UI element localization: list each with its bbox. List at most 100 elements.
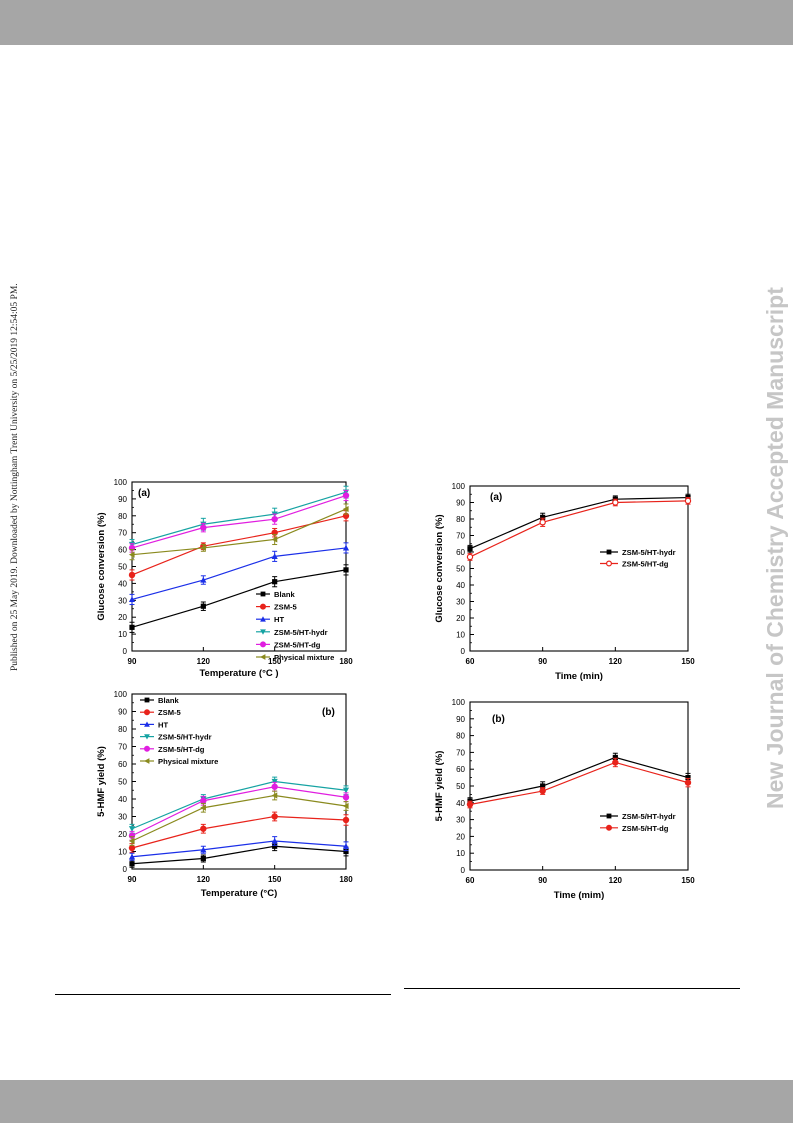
panel-label: (a) xyxy=(490,492,502,503)
legend-marker xyxy=(606,560,613,567)
top-header-band xyxy=(0,0,793,45)
series-line xyxy=(469,761,689,806)
x-tick-label: 180 xyxy=(339,657,353,666)
data-point xyxy=(539,787,546,795)
x-tick-label: 90 xyxy=(538,657,547,666)
legend-label: ZSM-5/HT-dg xyxy=(158,745,205,754)
legend-label: HT xyxy=(158,720,168,729)
data-point xyxy=(200,797,207,804)
series-zsm-5-ht-hydr xyxy=(128,776,350,834)
x-tick-label: 60 xyxy=(466,876,475,885)
legend-marker xyxy=(260,654,266,660)
series-line xyxy=(131,547,347,601)
x-tick-label: 60 xyxy=(466,657,475,666)
y-axis-title: Glucose conversion (%) xyxy=(96,512,107,620)
y-tick-label: 40 xyxy=(118,579,127,588)
x-tick-label: 120 xyxy=(197,875,211,884)
data-point xyxy=(271,553,278,559)
data-point xyxy=(343,567,349,573)
legend-label: ZSM-5/HT-hydr xyxy=(158,733,212,742)
data-point xyxy=(200,825,207,832)
data-point xyxy=(342,505,349,513)
legend-marker xyxy=(144,721,150,727)
series-line xyxy=(131,845,347,865)
series-ht xyxy=(128,542,350,606)
series-line xyxy=(131,786,347,837)
panel-label: (b) xyxy=(492,714,505,725)
legend-marker xyxy=(260,591,266,597)
y-tick-label: 100 xyxy=(452,698,466,707)
y-tick-label: 20 xyxy=(118,830,127,839)
x-axis-title: Time (mim) xyxy=(554,890,605,901)
data-point xyxy=(342,787,350,794)
data-point xyxy=(342,802,349,810)
chart-glucose-conversion-vs-time: 0 10 20 30 40 50 60 70 80 90 100 60 90 120 150 Time (mi… xyxy=(434,482,695,682)
y-tick-label: 90 xyxy=(118,708,127,717)
y-tick-label: 80 xyxy=(456,515,465,524)
x-tick-label: 90 xyxy=(128,875,137,884)
panel-label: (b) xyxy=(322,707,335,718)
y-tick-label: 50 xyxy=(118,563,127,572)
data-point xyxy=(272,579,278,585)
y-tick-label: 60 xyxy=(118,760,127,769)
series-zsm-5 xyxy=(128,510,350,581)
y-tick-label: 80 xyxy=(456,732,465,741)
legend-label: ZSM-5/HT-hydr xyxy=(622,812,676,821)
y-tick-label: 10 xyxy=(456,849,465,858)
legend-label: ZSM-5 xyxy=(158,708,182,717)
y-axis-title: Glucose conversion (%) xyxy=(434,514,445,622)
legend-marker xyxy=(144,697,150,703)
y-tick-label: 30 xyxy=(118,596,127,605)
series-zsm-5-ht-dg xyxy=(466,497,692,561)
legend-marker xyxy=(144,758,150,764)
data-point xyxy=(539,519,546,526)
data-point xyxy=(200,846,207,853)
x-tick-label: 120 xyxy=(609,657,623,666)
data-point xyxy=(684,497,692,505)
y-tick-label: 100 xyxy=(452,482,466,491)
y-tick-label: 40 xyxy=(456,799,465,808)
series-blank xyxy=(129,564,349,633)
data-point xyxy=(342,544,350,551)
series-line xyxy=(469,500,689,558)
y-tick-label: 70 xyxy=(118,529,127,538)
data-point xyxy=(271,813,278,820)
data-point xyxy=(200,544,206,552)
y-tick-label: 50 xyxy=(118,778,127,787)
y-tick-label: 90 xyxy=(118,495,127,504)
data-point xyxy=(129,624,135,630)
data-point xyxy=(466,801,474,808)
plot-frame xyxy=(469,701,689,871)
y-tick-label: 30 xyxy=(118,813,127,822)
data-point xyxy=(128,596,136,603)
data-point xyxy=(128,837,135,845)
journal-watermark: New Journal of Chemistry Accepted Manusc… xyxy=(762,287,788,809)
plot-frame xyxy=(469,485,689,652)
data-point xyxy=(271,515,278,523)
series-line xyxy=(469,756,689,802)
series-line xyxy=(131,494,347,549)
y-tick-label: 80 xyxy=(118,725,127,734)
y-tick-label: 50 xyxy=(456,565,465,574)
data-point xyxy=(685,775,691,781)
y-tick-label: 30 xyxy=(456,598,465,607)
data-point xyxy=(200,855,206,862)
y-tick-label: 10 xyxy=(118,848,127,857)
data-point xyxy=(466,553,474,561)
series-line xyxy=(131,794,347,842)
legend-label: Blank xyxy=(274,590,295,599)
y-tick-label: 10 xyxy=(456,631,465,640)
series-line xyxy=(131,780,347,830)
legend-label: ZSM-5/HT-hydr xyxy=(274,628,328,637)
data-point xyxy=(540,783,546,789)
data-point xyxy=(128,551,135,558)
y-tick-label: 10 xyxy=(118,630,127,639)
y-tick-label: 100 xyxy=(114,478,128,487)
data-point xyxy=(271,783,278,790)
legend-marker xyxy=(606,813,612,819)
y-tick-label: 20 xyxy=(456,614,465,623)
legend-marker xyxy=(143,745,150,752)
x-axis-title: Temperature (°C) xyxy=(201,888,277,899)
legend-label: ZSM-5/HT-hydr xyxy=(622,548,676,557)
data-point xyxy=(129,861,135,867)
